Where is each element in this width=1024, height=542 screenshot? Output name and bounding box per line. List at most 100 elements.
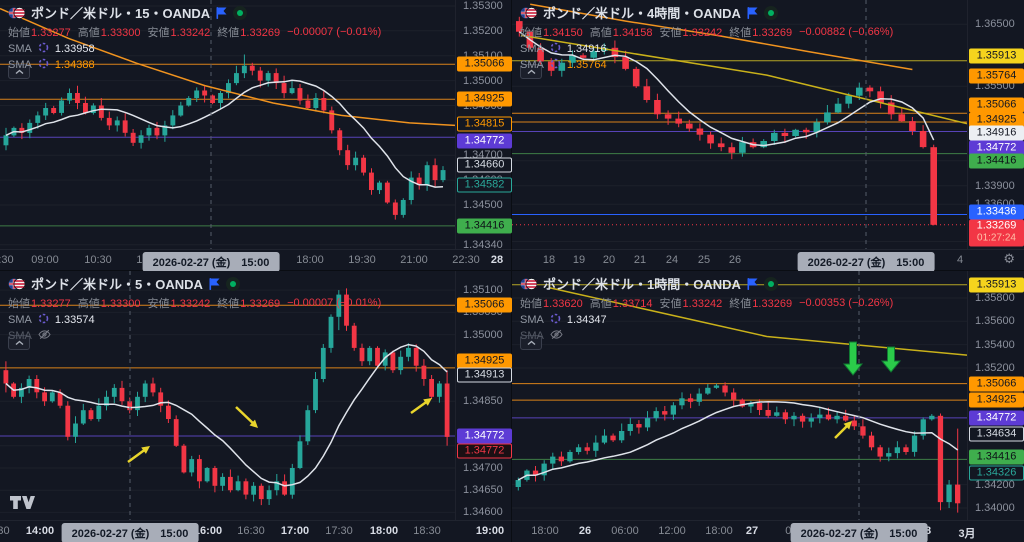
price-label: 1.35066 [969, 97, 1024, 113]
symbol-pair-flags-icon [8, 6, 25, 20]
chart-panel-5min: ポンド／米ドル・5・OANDA 始値1.33277 高値1.33300 安値1.… [0, 271, 512, 542]
price-axis-tick: 1.34650 [463, 484, 503, 497]
indicator-row-sma[interactable]: SMA [520, 329, 893, 343]
price-label: 1.34772 [457, 428, 512, 444]
chart-title[interactable]: ポンド／米ドル・5・OANDA [31, 277, 203, 292]
time-axis-tick: 19 [572, 254, 586, 266]
price-label: 1.35066 [457, 297, 512, 313]
price-label: 1.34416 [969, 153, 1024, 169]
price-axis[interactable]: 1.365001.355001.343001.339001.336001.330… [967, 0, 1024, 249]
indicator-row-sma[interactable]: SMA 1.33574 [8, 313, 381, 327]
indicator-row-sma[interactable]: SMA 1.34388 [8, 58, 381, 72]
time-axis[interactable]: 18:002606:0012:0018:002706:00283月2026-02… [512, 520, 1024, 542]
price-axis-tick: 1.34850 [463, 395, 503, 408]
flag-bookmark-icon[interactable] [216, 6, 227, 19]
time-axis[interactable]: :30 14:00 16:00 16:30 17:00 17:30 18:00 18:30 19… [0, 520, 512, 542]
price-axis-tick: 1.34600 [463, 506, 503, 519]
price-label: 1.34772 [457, 443, 512, 459]
chart-plot-area[interactable]: ポンド／米ドル・5・OANDA 始値1.33277 高値1.33300 安値1.… [0, 271, 455, 520]
chart-title[interactable]: ポンド／米ドル・15・OANDA [31, 6, 211, 21]
indicator-row-sma[interactable]: SMA 1.35764 [520, 58, 893, 72]
indicator-row-sma[interactable]: SMA [8, 329, 381, 343]
time-axis-tick: 20 [602, 254, 616, 266]
time-axis-tick: 18:00 [531, 525, 559, 537]
price-label: 1.35913 [969, 48, 1024, 64]
price-label: 1.34326 [969, 465, 1024, 481]
price-label: 1.35913 [969, 277, 1024, 293]
collapse-legend-button[interactable] [8, 335, 30, 350]
time-axis-tick: 21 [633, 254, 647, 266]
chart-title[interactable]: ポンド／米ドル・4時間・OANDA [543, 6, 741, 21]
candlestick-chart [0, 271, 455, 520]
market-status-icon[interactable] [763, 276, 778, 291]
change-value: −0.00353 (−0.26%) [799, 297, 894, 309]
chart-panel-15min: ポンド／米ドル・15・OANDA 始値1.33277 高値1.33300 安値1… [0, 0, 512, 271]
market-status-icon[interactable] [763, 5, 778, 20]
indicator-row-sma[interactable]: SMA 1.34916 [520, 42, 893, 56]
flag-bookmark-icon[interactable] [209, 277, 220, 290]
price-label: 1.35764 [969, 68, 1024, 84]
flag-bookmark-icon[interactable] [747, 277, 758, 290]
collapse-legend-button[interactable] [520, 335, 542, 350]
collapse-legend-button[interactable] [520, 64, 542, 79]
chart-title[interactable]: ポンド／米ドル・1時間・OANDA [543, 277, 741, 292]
price-label: 1.34772 [457, 133, 512, 149]
ohlc-row: 始値1.33277 高値1.33300 安値1.33242 終値1.33269 … [8, 297, 382, 310]
price-label: 1.34925 [969, 392, 1024, 408]
chart-plot-area[interactable]: ポンド／米ドル・15・OANDA 始値1.33277 高値1.33300 安値1… [0, 0, 455, 249]
time-axis-tick: 19:00 [475, 525, 505, 537]
price-axis-tick: 1.35600 [975, 315, 1015, 328]
indicator-name: SMA [520, 43, 544, 55]
collapse-legend-button[interactable] [8, 64, 30, 79]
indicator-loader-icon [550, 313, 561, 327]
time-axis-tick: 18:00 [296, 254, 324, 266]
price-label: 1.34925 [457, 353, 512, 369]
price-label: 1.35066 [969, 376, 1024, 392]
price-axis[interactable]: 1.35800 1.35600 1.35400 1.35200 1.34200 1.340… [967, 271, 1024, 520]
time-axis-tick: 3月 [958, 528, 976, 540]
price-label: 1.34772 [969, 140, 1024, 155]
indicator-name: SMA [520, 330, 544, 342]
time-axis-tick: :30 [0, 525, 10, 537]
indicator-value: 1.34347 [566, 314, 607, 326]
indicator-row-sma[interactable]: SMA 1.34347 [520, 313, 893, 327]
flag-bookmark-icon[interactable] [747, 6, 758, 19]
price-label: 1.34582 [457, 177, 512, 193]
time-axis-tick: 24 [665, 254, 679, 266]
market-status-icon[interactable] [225, 276, 240, 291]
time-axis[interactable]: 18192021242526342026-02-27 (金) 15:00⚙ [512, 249, 1024, 271]
price-axis[interactable]: 1.353001.352001.351001.350001.349001.347… [455, 0, 512, 249]
time-axis-tick: 17:30 [325, 525, 353, 537]
crosshair-date-label: 2026-02-27 (金) 15:00 [142, 252, 280, 271]
eye-off-icon[interactable] [38, 329, 51, 343]
price-axis-tick: 1.34700 [463, 462, 503, 474]
eye-off-icon[interactable] [550, 329, 563, 343]
price-label: 1.35066 [457, 56, 512, 72]
price-label: 1.34660 [457, 157, 512, 173]
indicator-row-sma[interactable]: SMA 1.33958 [8, 42, 381, 56]
chart-legend: ポンド／米ドル・5・OANDA 始値1.33277 高値1.33300 安値1.… [8, 274, 381, 343]
time-axis[interactable]: :3009:0010:3012:0018:0019:3021:0022:3028… [0, 249, 512, 271]
change-value: −0.00882 (−0.66%) [799, 26, 894, 38]
time-axis-tick: 18 [542, 254, 556, 266]
price-axis-tick: 1.34200 [975, 478, 1015, 491]
market-status-icon[interactable] [233, 5, 248, 20]
price-axis-tick: 1.34340 [463, 238, 503, 249]
price-axis-tick: 1.36500 [975, 18, 1015, 31]
price-axis-tick: 1.35000 [463, 74, 503, 87]
ohlc-row: 始値1.33620 高値1.33714 安値1.33242 終値1.33269 … [520, 297, 894, 310]
ohlc-row: 始値1.34150 高値1.34158 安値1.33242 終値1.33269 … [520, 26, 894, 39]
price-axis-tick: 1.35200 [463, 24, 503, 37]
time-axis-settings-gear-icon[interactable]: ⚙ [1003, 251, 1015, 266]
chart-legend: ポンド／米ドル・1時間・OANDA 始値1.33620 高値1.33714 安値… [520, 274, 893, 343]
time-axis-tick: 28 [490, 254, 504, 266]
chart-legend: ポンド／米ドル・15・OANDA 始値1.33277 高値1.33300 安値1… [8, 3, 381, 72]
time-axis-tick: 19:30 [348, 254, 376, 266]
symbol-pair-flags-icon [520, 6, 537, 20]
chart-plot-area[interactable]: ポンド／米ドル・1時間・OANDA 始値1.33620 高値1.33714 安値… [512, 271, 967, 520]
tradingview-logo[interactable] [9, 495, 35, 515]
crosshair-date-label: 2026-02-27 (金) 15:00 [797, 252, 935, 271]
chart-plot-area[interactable]: ポンド／米ドル・4時間・OANDA 始値1.34150 高値1.34158 安値… [512, 0, 967, 249]
price-axis-tick: 1.33900 [975, 179, 1015, 192]
price-axis[interactable]: 1.351001.350501.350001.348501.347501.347… [455, 271, 512, 520]
